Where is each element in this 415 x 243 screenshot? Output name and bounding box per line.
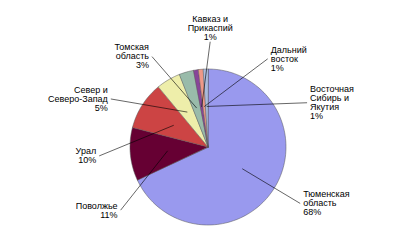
svg-text:Север иСеверо-Запад5%: Север иСеверо-Запад5% (48, 85, 109, 113)
svg-text:Томскаяобласть3%: Томскаяобласть3% (114, 42, 149, 70)
svg-text:Дальнийвосток1%: Дальнийвосток1% (271, 45, 307, 73)
svg-text:Урал10%: Урал10% (76, 146, 97, 165)
svg-text:Кавказ иПрикаспий1%: Кавказ иПрикаспий1% (188, 14, 233, 42)
svg-text:Поволжье11%: Поволжье11% (76, 201, 118, 220)
svg-text:Тюменскаяобласть68%: Тюменскаяобласть68% (303, 189, 350, 217)
svg-text:ВосточнаяСибирь иЯкутия1%: ВосточнаяСибирь иЯкутия1% (310, 84, 354, 121)
